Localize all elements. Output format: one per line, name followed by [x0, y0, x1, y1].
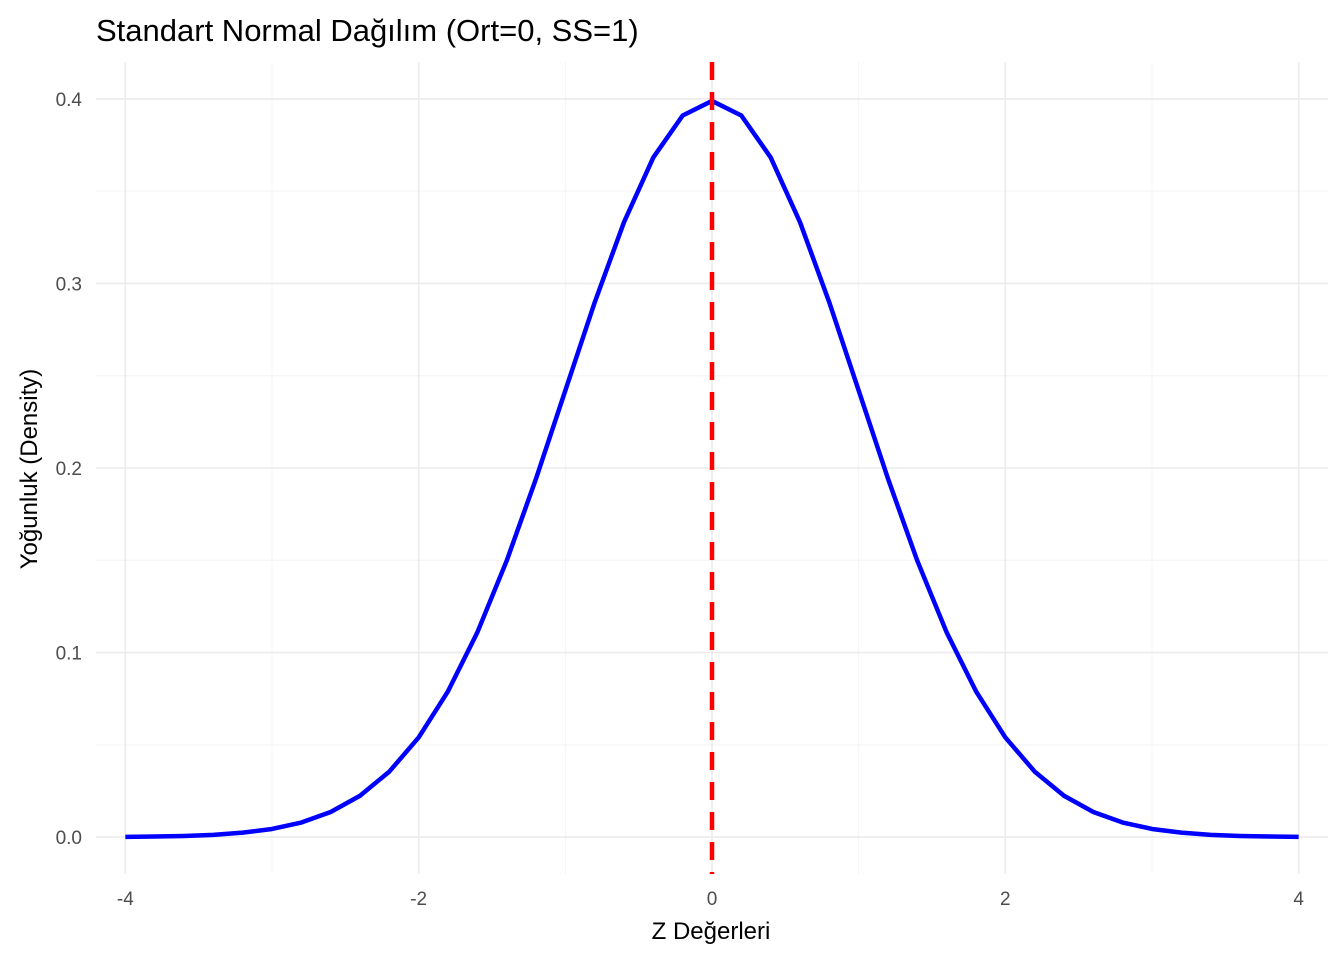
y-axis-ticks: 0.0 0.1 0.2 0.3 0.4	[56, 90, 83, 849]
x-tick-label: 4	[1293, 889, 1304, 910]
x-tick-label: 0	[707, 889, 718, 910]
y-tick-label: 0.0	[56, 828, 82, 849]
y-tick-label: 0.2	[56, 459, 82, 480]
y-axis-title: Yoğunluk (Density)	[16, 369, 43, 570]
x-axis-title: Z Değerleri	[652, 918, 771, 945]
x-tick-label: 2	[1000, 889, 1011, 910]
x-tick-label: -4	[117, 889, 134, 910]
chart-title: Standart Normal Dağılım (Ort=0, SS=1)	[96, 13, 639, 48]
y-tick-label: 0.1	[56, 644, 82, 665]
y-tick-label: 0.3	[56, 274, 82, 295]
x-axis-ticks: -4 -2 0 2 4	[117, 889, 1304, 910]
x-tick-label: -2	[410, 889, 427, 910]
y-tick-label: 0.4	[56, 90, 83, 111]
